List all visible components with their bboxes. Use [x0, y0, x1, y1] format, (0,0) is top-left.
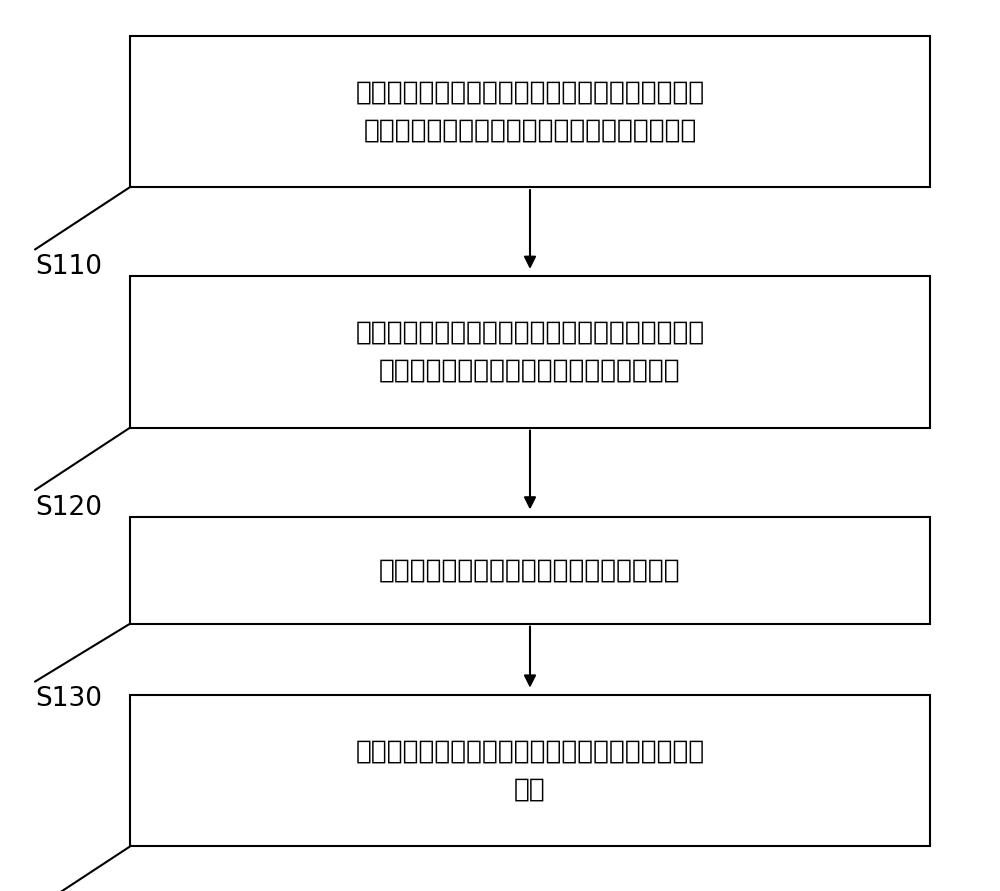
Bar [130, 36, 930, 187]
Text: 采集针对所述语音操作指令的操作动作图像: 采集针对所述语音操作指令的操作动作图像 [379, 557, 681, 584]
Text: S130: S130 [35, 686, 102, 712]
Bar [130, 695, 930, 846]
Bar [130, 517, 930, 624]
Text: S110: S110 [35, 254, 102, 280]
Text: 根据倒闸操作票包括的操作步骤及其执行顺序，依
次输出各所述操作步骤对应的语音操作指令: 根据倒闸操作票包括的操作步骤及其执行顺序，依 次输出各所述操作步骤对应的语音操作… [355, 320, 705, 384]
Text: S120: S120 [35, 495, 102, 520]
Text: 根据需要执行的操作任务生成电气系统的倒闸操作
票，所述倒闸操作票包括操作步骤及其执行顺序: 根据需要执行的操作任务生成电气系统的倒闸操作 票，所述倒闸操作票包括操作步骤及其… [355, 79, 705, 143]
Bar [130, 276, 930, 428]
Text: 判断所述操作动作图像是否符合对应的操作步骤的
要求: 判断所述操作动作图像是否符合对应的操作步骤的 要求 [355, 739, 705, 803]
